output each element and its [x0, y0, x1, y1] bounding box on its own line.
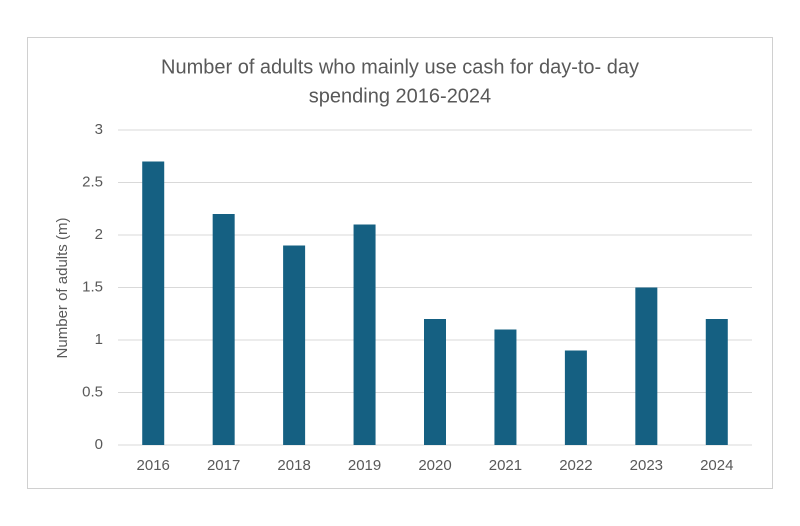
bar	[424, 319, 446, 445]
y-tick-label: 2	[95, 226, 103, 243]
x-tick-label: 2017	[207, 457, 240, 474]
x-tick-label: 2024	[700, 457, 733, 474]
x-tick-label: 2022	[559, 457, 592, 474]
y-tick-label: 1	[95, 331, 103, 348]
x-tick-label: 2020	[418, 457, 451, 474]
x-tick-label: 2019	[348, 457, 381, 474]
y-tick-label: 3	[95, 121, 103, 138]
y-tick-label: 1.5	[82, 278, 103, 295]
bar	[705, 319, 728, 445]
x-tick-label: 2018	[277, 457, 310, 474]
x-tick-label: 2023	[630, 457, 663, 474]
y-tick-label: 0.5	[82, 383, 103, 400]
y-tick-label: 2.5	[82, 173, 103, 190]
y-tick-label: 0	[95, 436, 103, 453]
bar	[353, 224, 376, 445]
bar	[142, 161, 165, 445]
bar	[283, 245, 306, 445]
chart-title: Number of adults who mainly use cash for…	[161, 56, 639, 78]
bar	[635, 287, 658, 445]
x-tick-label: 2016	[137, 457, 170, 474]
x-tick-label: 2021	[489, 457, 522, 474]
bar	[564, 350, 587, 445]
bar	[212, 214, 235, 445]
y-axis-title: Number of adults (m)	[54, 218, 71, 359]
bar	[494, 329, 517, 445]
chart-title: spending 2016-2024	[309, 85, 491, 107]
